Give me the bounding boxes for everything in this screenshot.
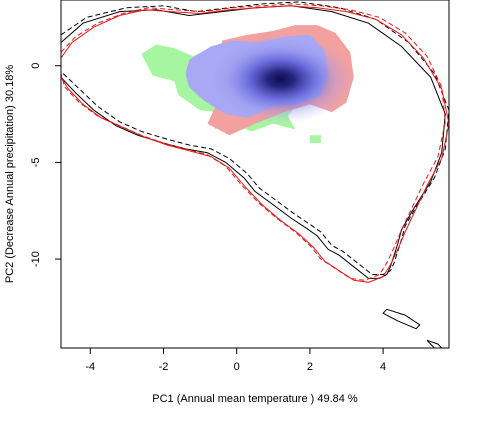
contour-solid-black-5 [426,339,443,348]
y-tick-label: 0 [30,63,42,69]
x-tick-label: -4 [85,361,95,373]
contour-solid-black-4 [382,308,421,330]
y-tick-label: -10 [30,251,42,267]
contour-solid-red-2 [61,5,449,283]
y-axis-title: PC2 (Decrease Annual precipitation) 30.1… [4,65,16,284]
x-tick-label: 0 [234,361,240,373]
region-only-a-3 [309,135,321,144]
x-tick-label: 2 [307,361,313,373]
contour-dashed-red-3 [61,3,446,281]
x-axis-title: PC1 (Annual mean temperature ) 49.84 % [152,393,358,405]
y-axis: 0 -5 -10 [30,63,61,267]
plot-frame [60,0,450,349]
x-tick-label: -2 [159,361,169,373]
plot-area [61,1,449,348]
contour-dashed-black-1 [61,1,449,275]
x-axis: -4 -2 0 2 4 [85,348,386,373]
density-core [207,34,354,124]
x-tick-label: 4 [380,361,386,373]
y-tick-label: -5 [30,158,42,168]
